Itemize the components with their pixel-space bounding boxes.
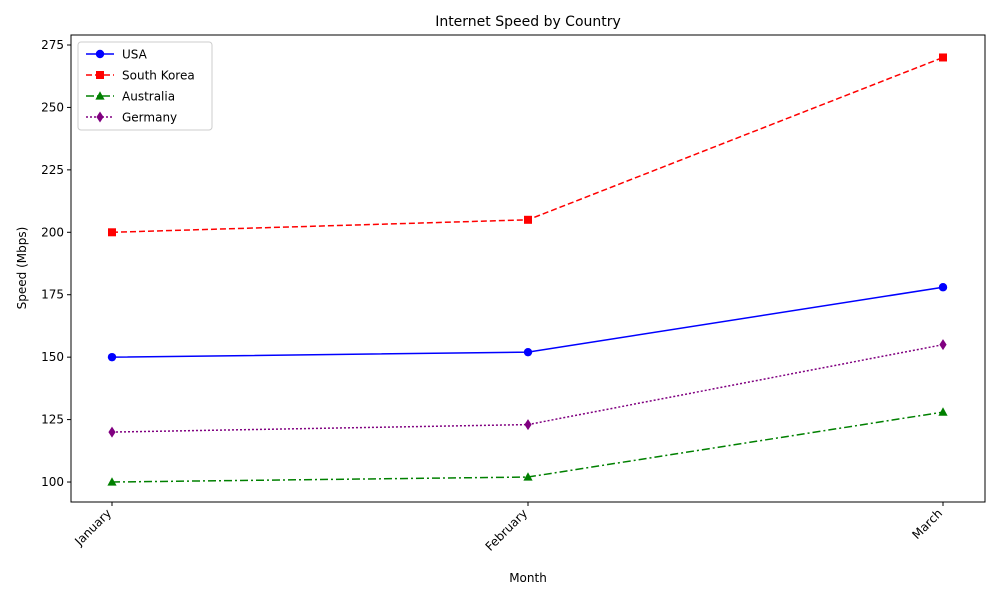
plot-frame bbox=[70, 34, 986, 503]
chart-title: Internet Speed by Country bbox=[435, 14, 621, 30]
x-tick-label: January bbox=[71, 506, 114, 549]
legend-marker-usa bbox=[95, 49, 105, 59]
y-tick-label: 225 bbox=[41, 163, 64, 177]
data-point-germany bbox=[108, 426, 116, 438]
y-tick-label: 100 bbox=[41, 475, 64, 489]
x-tick-label: March bbox=[909, 506, 945, 542]
legend-item-usa: USA bbox=[86, 48, 148, 62]
data-point-south-korea bbox=[524, 215, 532, 224]
series-germany bbox=[108, 339, 947, 438]
y-tick-label: 200 bbox=[41, 225, 64, 239]
legend: USA South Korea Australia Germany bbox=[77, 41, 213, 131]
data-point-usa bbox=[938, 283, 948, 292]
data-point-germany bbox=[939, 339, 947, 351]
legend-label-south-korea: South Korea bbox=[122, 69, 195, 83]
y-tick-label: 175 bbox=[41, 288, 64, 302]
series-line-south-korea bbox=[111, 56, 944, 234]
data-point-australia bbox=[107, 477, 117, 486]
y-tick-label: 125 bbox=[41, 413, 64, 427]
data-point-south-korea bbox=[939, 53, 947, 62]
legend-label-usa: USA bbox=[122, 48, 148, 62]
legend-item-germany: Germany bbox=[86, 111, 177, 125]
legend-label-australia: Australia bbox=[122, 90, 175, 104]
series-usa bbox=[107, 283, 948, 362]
series-line-usa bbox=[111, 286, 944, 358]
legend-item-south-korea: South Korea bbox=[86, 69, 195, 83]
legend-item-australia: Australia bbox=[86, 90, 175, 104]
data-point-germany bbox=[524, 419, 532, 431]
legend-marker-south-korea bbox=[96, 71, 104, 79]
series-australia bbox=[107, 407, 948, 486]
data-point-south-korea bbox=[108, 228, 116, 237]
series-layer bbox=[107, 53, 948, 486]
data-point-usa bbox=[523, 347, 533, 357]
legend-label-germany: Germany bbox=[122, 111, 177, 125]
legend-marker-australia bbox=[95, 91, 105, 100]
y-tick-label: 275 bbox=[41, 38, 64, 52]
y-axis-label: Speed (Mbps) bbox=[15, 227, 29, 310]
legend-box bbox=[77, 41, 213, 131]
series-line-germany bbox=[111, 343, 944, 433]
x-tick-label: February bbox=[483, 506, 531, 554]
data-point-australia bbox=[938, 407, 948, 416]
y-tick-label: 250 bbox=[41, 100, 64, 114]
y-tick-label: 150 bbox=[41, 350, 64, 364]
x-axis-label: Month bbox=[509, 571, 547, 585]
data-point-usa bbox=[107, 352, 117, 362]
data-point-australia bbox=[523, 472, 533, 481]
legend-marker-germany bbox=[96, 111, 104, 123]
series-south-korea bbox=[108, 53, 947, 237]
